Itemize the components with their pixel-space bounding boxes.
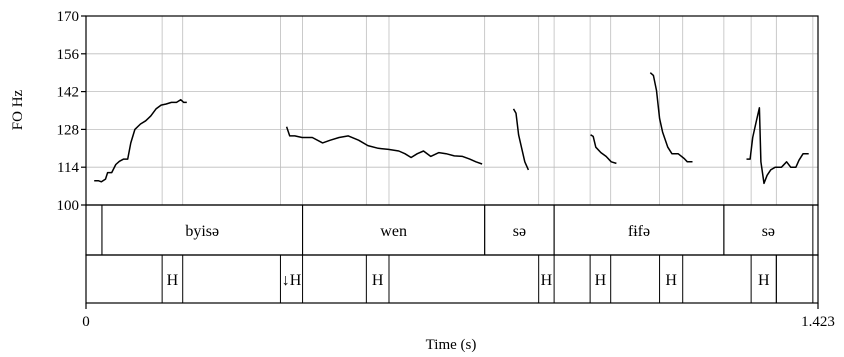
y-tick-label: 100 [57,198,80,214]
tone-label: H [595,272,607,289]
y-tick-label: 142 [57,85,80,101]
word-label: wen [380,223,407,240]
x-axis-title: Time (s) [426,337,477,353]
y-tick-label: 170 [57,9,80,25]
y-tick-label: 128 [57,122,80,138]
y-tick-label: 156 [57,47,80,63]
pitch-panel-frame [85,15,819,206]
frames [85,15,819,304]
tone-label: H [372,272,384,289]
tone-label: H [758,272,770,289]
tone-tier: H ↓H H H H H H [161,255,814,303]
pitch-contour [285,126,483,165]
tone-label: H [167,272,179,289]
tone-label: ↓H [282,272,302,289]
tone-label: H [665,272,677,289]
grid-layer [86,15,818,206]
pitch-contour [746,107,809,185]
pitch-contour [649,72,693,163]
word-label: byisə [185,223,219,240]
x-axis: 0 1.423 [82,303,835,330]
word-label: sə [513,223,526,240]
y-tick-label: 114 [57,160,79,176]
word-label: sə [762,223,775,240]
x-tick-label: 1.423 [801,314,835,330]
word-label: fɨfə [628,223,650,240]
pitch-contour [512,108,530,171]
word-tier: byisə wen sə fɨfə sə [85,205,814,255]
pitch-contour [590,134,617,165]
y-axis-title: FO Hz [10,89,26,130]
x-tick-label: 0 [82,314,90,330]
y-axis: 170 156 142 128 114 100 [57,9,86,214]
pitch-contour [94,98,187,183]
pitch-series-layer [94,72,809,185]
tone-tier-frame [85,254,819,304]
tone-label: H [541,272,553,289]
